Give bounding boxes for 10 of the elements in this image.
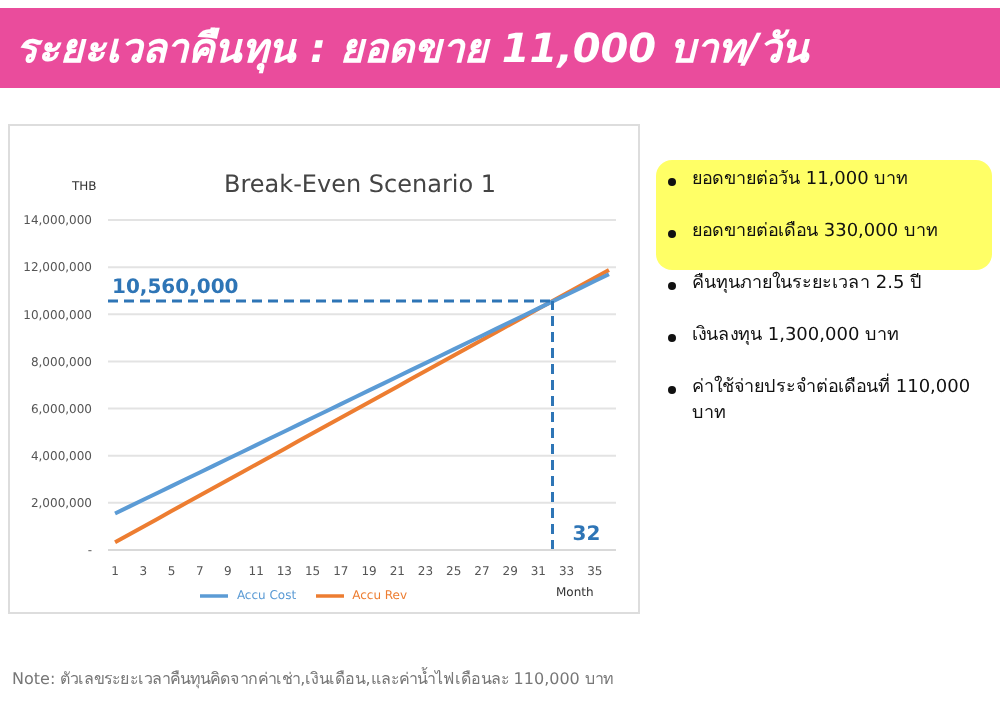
- text: ค่าใช้จ่ายประจำต่อเดือนที่ 110,000 บาท: [692, 376, 973, 428]
- ref-line-label: 10,560,000: [112, 277, 239, 300]
- chart-subtitle: Break-Even Scenario 1: [221, 170, 499, 198]
- text: ยอดขายต่อวัน 11,000 บาท: [692, 168, 909, 194]
- text: ยอดขายต่อเดือน 330,000 บาท: [692, 220, 938, 246]
- text: คืนทุนภายในระยะเวลา 2.5 ปี: [692, 272, 923, 298]
- text: เงินลงทุน 1,300,000 บาท: [692, 324, 900, 350]
- text: Note: ตัวเลขระยะเวลาคืนทุนคิดจากค่าเช่า,เงินเดือน,และค่าน้ำไฟเดือนละ 110,000 บาท: [12, 666, 613, 692]
- chart-title: ระยะเวลาคืนทุน : ยอดขาย 11,000 บาท/วัน: [0, 8, 1000, 88]
- ref-line-label: 32: [572, 524, 601, 546]
